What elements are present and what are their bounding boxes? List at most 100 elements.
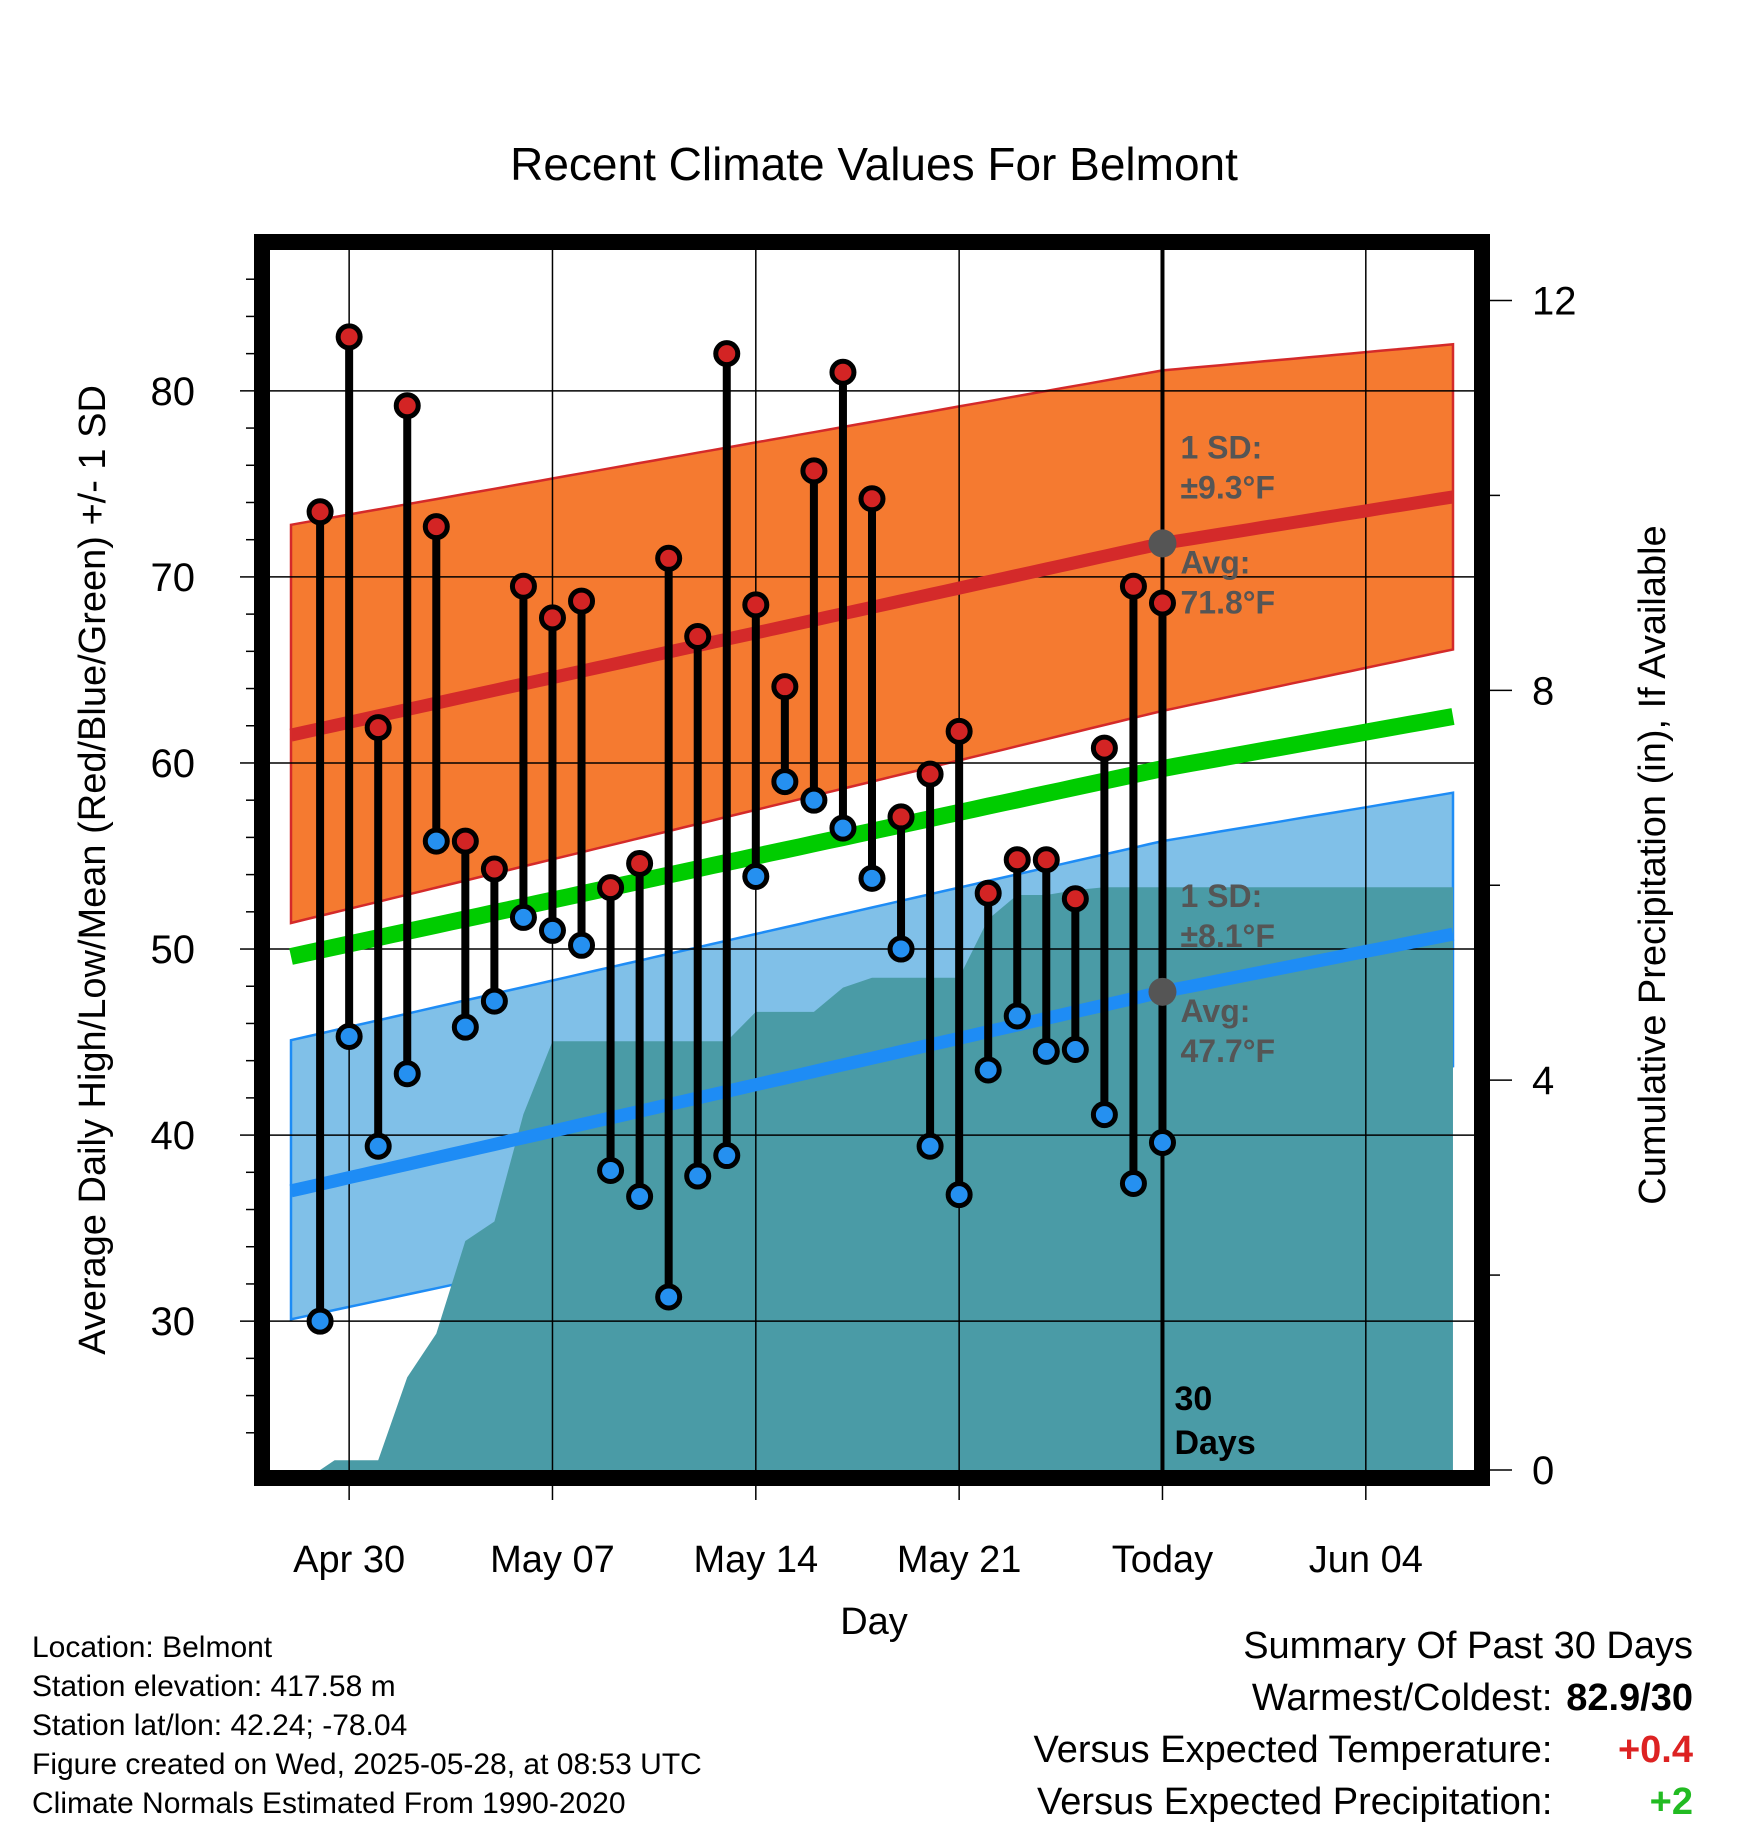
low-sd-value: ±8.1°F xyxy=(1180,918,1274,954)
daily-high-point xyxy=(655,544,683,572)
daily-low-point xyxy=(393,1060,421,1088)
daily-low-point xyxy=(887,935,915,963)
warmest-value: 82.9/30 xyxy=(1566,1677,1693,1719)
y2-tick-label: 8 xyxy=(1532,669,1554,713)
precip-value: +2 xyxy=(1649,1781,1693,1823)
daily-low-point xyxy=(364,1132,392,1160)
temp-label: Versus Expected Temperature: xyxy=(1033,1729,1553,1771)
x-tick-label: May 21 xyxy=(897,1539,1022,1581)
daily-low-point xyxy=(974,1056,1002,1084)
daily-low-point xyxy=(713,1142,741,1170)
y2-tick-label: 0 xyxy=(1532,1449,1554,1493)
daily-high-point xyxy=(945,717,973,745)
high-avg-marker xyxy=(1148,529,1177,558)
today-days-label: Days xyxy=(1174,1424,1255,1462)
daily-low-point xyxy=(480,987,508,1015)
daily-high-point xyxy=(568,587,596,615)
daily-high-point xyxy=(422,513,450,541)
summary-row-precip: Versus Expected Precipitation: +2 xyxy=(1034,1776,1693,1828)
daily-low-point xyxy=(422,827,450,855)
summary-row-warmest: Warmest/Coldest: 82.9/30 xyxy=(1034,1672,1693,1724)
y-axis-label: Average Daily High/Low/Mean (Red/Blue/Gr… xyxy=(72,385,114,1355)
low-sd-label: 1 SD: xyxy=(1180,878,1262,914)
daily-low-point xyxy=(1148,1129,1176,1157)
summary-row-temp: Versus Expected Temperature: +0.4 xyxy=(1034,1724,1693,1776)
daily-high-point xyxy=(1032,846,1060,874)
low-avg-label: Avg: xyxy=(1180,993,1250,1029)
daily-low-point xyxy=(684,1162,712,1190)
daily-low-point xyxy=(626,1182,654,1210)
low-avg-line xyxy=(289,927,1455,1198)
x-axis-label: Day xyxy=(840,1601,908,1643)
x-tick-label: Apr 30 xyxy=(293,1539,405,1581)
low-avg-marker xyxy=(1148,977,1177,1006)
x-tick-label: May 07 xyxy=(490,1539,615,1581)
daily-high-point xyxy=(364,714,392,742)
x-tick-label: Jun 04 xyxy=(1309,1539,1423,1581)
warmest-label: Warmest/Coldest: xyxy=(1251,1677,1553,1719)
daily-high-point xyxy=(538,604,566,632)
daily-high-point xyxy=(800,457,828,485)
daily-high-point xyxy=(306,498,334,526)
daily-high-point xyxy=(597,874,625,902)
daily-low-point xyxy=(1119,1169,1147,1197)
y2-axis-label: Cumulative Precipitation (in), If Availa… xyxy=(1632,525,1674,1204)
daily-low-point xyxy=(771,768,799,796)
daily-low-point xyxy=(858,864,886,892)
normals-text: Climate Normals Estimated From 1990-2020 xyxy=(32,1787,626,1820)
daily-high-point xyxy=(509,572,537,600)
daily-high-point xyxy=(335,323,363,351)
daily-high-point xyxy=(684,622,712,650)
daily-low-point xyxy=(1003,1002,1031,1030)
station-info: Location: Belmont Station elevation: 417… xyxy=(32,1628,702,1823)
plot-area: 1 SD: ±9.3°F Avg: 71.8°F 1 SD: ±8.1°F Avg: 47.7… xyxy=(151,234,1577,1581)
daily-high-point xyxy=(771,673,799,701)
daily-low-point xyxy=(568,931,596,959)
high-sd-value: ±9.3°F xyxy=(1180,469,1274,505)
daily-low-point xyxy=(538,916,566,944)
daily-low-point xyxy=(597,1156,625,1184)
daily-high-point xyxy=(393,392,421,420)
daily-high-point xyxy=(1090,734,1118,762)
daily-high-point xyxy=(713,340,741,368)
high-avg-label: Avg: xyxy=(1180,544,1250,580)
high-avg-value: 71.8°F xyxy=(1180,584,1275,620)
y-tick-label: 70 xyxy=(151,556,196,600)
daily-high-point xyxy=(916,760,944,788)
daily-high-point xyxy=(480,855,508,883)
daily-low-point xyxy=(742,862,770,890)
y-tick-label: 30 xyxy=(151,1300,196,1344)
daily-low-point xyxy=(655,1283,683,1311)
chart-title: Recent Climate Values For Belmont xyxy=(510,138,1238,190)
elevation-text: Station elevation: 417.58 m xyxy=(32,1670,396,1703)
y-tick-label: 40 xyxy=(151,1114,196,1158)
low-avg-value: 47.7°F xyxy=(1180,1033,1275,1069)
location-text: Location: Belmont xyxy=(32,1631,273,1664)
daily-high-point xyxy=(451,827,479,855)
x-tick-label: May 14 xyxy=(693,1539,818,1581)
daily-low-point xyxy=(335,1022,363,1050)
temp-value: +0.4 xyxy=(1617,1729,1693,1771)
daily-low-point xyxy=(800,786,828,814)
y-tick-label: 80 xyxy=(151,370,196,414)
daily-high-point xyxy=(829,358,857,386)
daily-high-point xyxy=(974,879,1002,907)
x-tick-label: Today xyxy=(1112,1539,1213,1581)
latlon-text: Station lat/lon: 42.24; -78.04 xyxy=(32,1709,408,1742)
today-days-label: 30 xyxy=(1174,1380,1212,1418)
daily-low-point xyxy=(829,814,857,842)
y-tick-label: 60 xyxy=(151,742,196,786)
high-sd-label: 1 SD: xyxy=(1180,429,1262,465)
summary-title: Summary Of Past 30 Days xyxy=(1243,1625,1693,1667)
y2-tick-label: 12 xyxy=(1532,279,1577,323)
y-tick-label: 50 xyxy=(151,928,196,972)
daily-high-point xyxy=(1148,589,1176,617)
daily-high-point xyxy=(626,849,654,877)
created-text: Figure created on Wed, 2025-05-28, at 08… xyxy=(32,1748,702,1781)
plot-frame xyxy=(254,234,1490,1486)
daily-low-point xyxy=(1061,1036,1089,1064)
daily-low-point xyxy=(451,1013,479,1041)
daily-low-point xyxy=(509,903,537,931)
daily-high-point xyxy=(1119,572,1147,600)
daily-high-point xyxy=(742,591,770,619)
